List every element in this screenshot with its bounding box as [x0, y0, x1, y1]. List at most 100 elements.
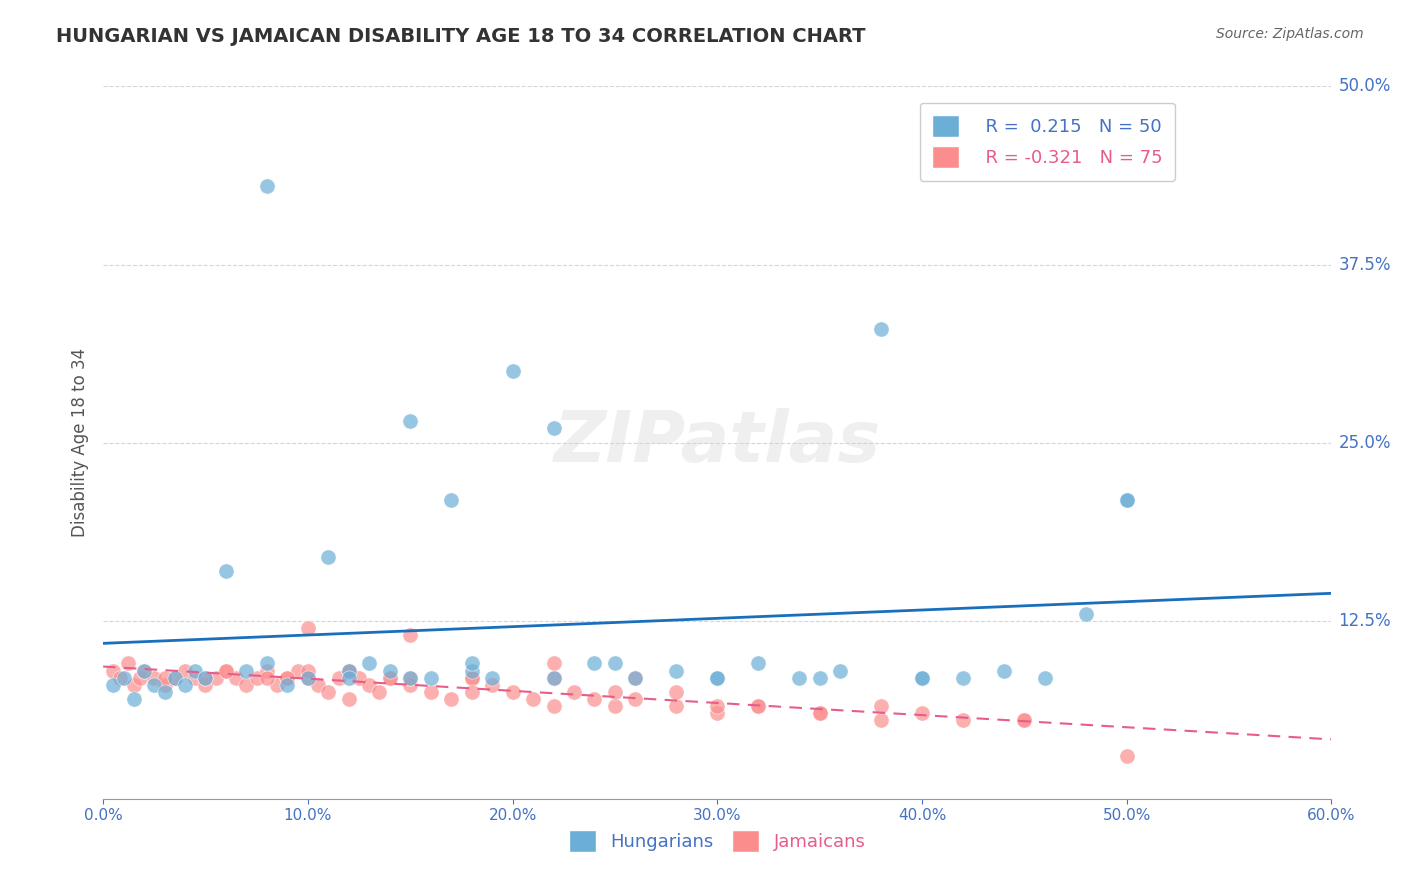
- Point: [359, 678, 381, 692]
- Y-axis label: Disability Age 18 to 34: Disability Age 18 to 34: [72, 348, 89, 537]
- Point: [481, 678, 503, 692]
- Point: [297, 671, 319, 685]
- Point: [1115, 749, 1137, 764]
- Point: [522, 692, 544, 706]
- Point: [256, 657, 278, 671]
- Point: [911, 706, 934, 721]
- Point: [624, 692, 647, 706]
- Point: [543, 421, 565, 435]
- Point: [276, 671, 298, 685]
- Point: [337, 664, 360, 678]
- Point: [297, 621, 319, 635]
- Point: [184, 671, 207, 685]
- Point: [153, 671, 176, 685]
- Point: [399, 678, 422, 692]
- Point: [747, 699, 769, 714]
- Point: [1014, 714, 1036, 728]
- Legend:   R =  0.215   N = 50,   R = -0.321   N = 75: R = 0.215 N = 50, R = -0.321 N = 75: [920, 103, 1175, 181]
- Point: [153, 678, 176, 692]
- Point: [399, 671, 422, 685]
- Point: [808, 671, 831, 685]
- Text: ZIPatlas: ZIPatlas: [554, 409, 882, 477]
- Point: [153, 685, 176, 699]
- Point: [215, 664, 238, 678]
- Point: [460, 657, 482, 671]
- Point: [665, 664, 688, 678]
- Point: [603, 657, 626, 671]
- Point: [808, 706, 831, 721]
- Point: [103, 664, 125, 678]
- Point: [112, 671, 135, 685]
- Point: [337, 664, 360, 678]
- Point: [184, 664, 207, 678]
- Point: [337, 671, 360, 685]
- Point: [952, 671, 974, 685]
- Point: [1033, 671, 1056, 685]
- Point: [583, 692, 606, 706]
- Point: [194, 678, 217, 692]
- Point: [583, 657, 606, 671]
- Point: [706, 671, 728, 685]
- Point: [378, 664, 401, 678]
- Point: [194, 671, 217, 685]
- Point: [256, 664, 278, 678]
- Point: [460, 671, 482, 685]
- Point: [225, 671, 247, 685]
- Point: [481, 671, 503, 685]
- Point: [266, 678, 288, 692]
- Point: [318, 549, 340, 564]
- Point: [328, 671, 350, 685]
- Point: [215, 564, 238, 578]
- Text: 12.5%: 12.5%: [1339, 612, 1391, 630]
- Point: [747, 699, 769, 714]
- Point: [399, 414, 422, 428]
- Point: [952, 714, 974, 728]
- Point: [440, 492, 463, 507]
- Point: [603, 685, 626, 699]
- Point: [911, 671, 934, 685]
- Point: [624, 671, 647, 685]
- Point: [808, 706, 831, 721]
- Point: [624, 671, 647, 685]
- Point: [399, 628, 422, 642]
- Text: 37.5%: 37.5%: [1339, 255, 1391, 274]
- Point: [132, 664, 155, 678]
- Point: [911, 671, 934, 685]
- Point: [129, 671, 152, 685]
- Point: [543, 671, 565, 685]
- Point: [276, 678, 298, 692]
- Point: [103, 678, 125, 692]
- Point: [665, 685, 688, 699]
- Point: [706, 706, 728, 721]
- Point: [163, 671, 186, 685]
- Point: [419, 671, 441, 685]
- Point: [399, 671, 422, 685]
- Point: [337, 692, 360, 706]
- Point: [174, 664, 197, 678]
- Point: [122, 678, 145, 692]
- Point: [117, 657, 139, 671]
- Point: [562, 685, 585, 699]
- Point: [194, 671, 217, 685]
- Point: [108, 671, 131, 685]
- Point: [1014, 714, 1036, 728]
- Point: [204, 671, 226, 685]
- Point: [747, 657, 769, 671]
- Point: [460, 664, 482, 678]
- Point: [215, 664, 238, 678]
- Point: [143, 678, 166, 692]
- Point: [287, 664, 309, 678]
- Point: [460, 671, 482, 685]
- Point: [378, 671, 401, 685]
- Point: [706, 699, 728, 714]
- Point: [870, 714, 893, 728]
- Point: [543, 699, 565, 714]
- Point: [870, 699, 893, 714]
- Point: [246, 671, 269, 685]
- Point: [256, 179, 278, 194]
- Point: [440, 692, 463, 706]
- Point: [543, 657, 565, 671]
- Point: [122, 692, 145, 706]
- Point: [706, 671, 728, 685]
- Point: [276, 671, 298, 685]
